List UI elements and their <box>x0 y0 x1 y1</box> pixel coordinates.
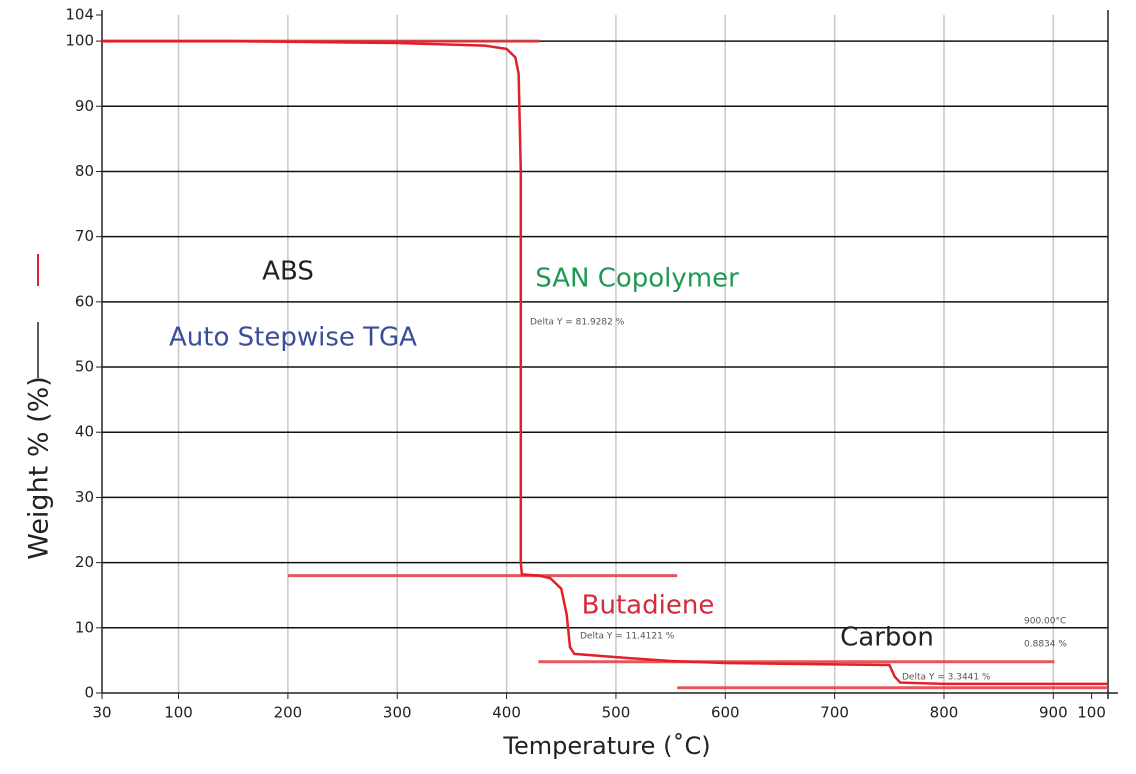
x-tick-label: 300 <box>383 704 412 722</box>
y-tick-label: 80 <box>75 162 94 180</box>
annotation: SAN Copolymer <box>535 264 739 294</box>
x-tick-label: 500 <box>602 704 631 722</box>
annotation: 0.8834 % <box>1024 640 1067 650</box>
annotation: Delta Y = 11.4121 % <box>580 632 675 642</box>
y-tick-label: 70 <box>75 227 94 245</box>
y-tick-label: 30 <box>75 488 94 506</box>
x-tick-label: 200 <box>274 704 303 722</box>
y-tick-label: 50 <box>75 358 94 376</box>
x-tick-label: 30 <box>92 704 111 722</box>
annotation: Butadiene <box>582 591 715 621</box>
annotation: ABS <box>262 257 314 287</box>
y-tick-label: 100 <box>65 32 94 50</box>
x-tick-label: 100 <box>164 704 193 722</box>
y-tick-label: 10 <box>75 618 94 636</box>
y-tick-label: 60 <box>75 292 94 310</box>
x-axis-label: Temperature (˚C) <box>502 732 710 760</box>
x-tick-label: 700 <box>820 704 849 722</box>
y-tick-label: 104 <box>65 6 94 24</box>
x-tick-label: 100 <box>1077 704 1106 722</box>
data-line <box>102 39 1108 686</box>
y-tick-label: 40 <box>75 423 94 441</box>
annotation: Delta Y = 3.3441 % <box>902 673 991 683</box>
y-tick-label: 0 <box>84 684 94 702</box>
annotation: Delta Y = 81.9282 % <box>530 318 625 328</box>
y-axis-label: Weight % (%) <box>24 376 55 560</box>
x-tick-label: 800 <box>930 704 959 722</box>
x-tick-label: 400 <box>492 704 521 722</box>
annotation: Auto Stepwise TGA <box>169 323 417 353</box>
y-tick-label: 90 <box>75 97 94 115</box>
annotation: 900.00°C <box>1024 617 1066 627</box>
x-tick-label: 600 <box>711 704 740 722</box>
annotation: Carbon <box>840 623 934 653</box>
y-tick-label: 20 <box>75 553 94 571</box>
x-tick-label: 900 <box>1039 704 1068 722</box>
